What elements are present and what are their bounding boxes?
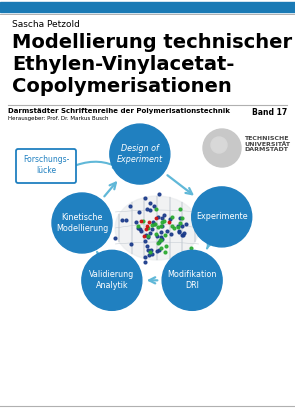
Circle shape: [203, 129, 241, 167]
Text: Ethylen-Vinylacetat-: Ethylen-Vinylacetat-: [12, 55, 234, 74]
Text: Modifikation
DRI: Modifikation DRI: [168, 270, 217, 291]
FancyBboxPatch shape: [16, 149, 76, 183]
Text: Herausgeber: Prof. Dr. Markus Busch: Herausgeber: Prof. Dr. Markus Busch: [8, 116, 109, 121]
Text: Copolymerisationen: Copolymerisationen: [12, 77, 232, 96]
Bar: [0, 2, 295, 12]
Text: TECHNISCHE
UNIVERSITÄT
DARMSTADT: TECHNISCHE UNIVERSITÄT DARMSTADT: [244, 136, 290, 152]
Text: Forschungs-
lücke: Forschungs- lücke: [23, 155, 69, 175]
Ellipse shape: [115, 196, 199, 260]
Text: Kinetische
Modellierung: Kinetische Modellierung: [56, 213, 108, 233]
Text: Modellierung technischer: Modellierung technischer: [12, 33, 292, 52]
Text: Design of
Experiment: Design of Experiment: [117, 144, 163, 164]
Text: Validierung
Analytik: Validierung Analytik: [89, 270, 135, 291]
Circle shape: [162, 250, 222, 310]
Circle shape: [52, 193, 112, 253]
Circle shape: [211, 137, 227, 153]
Circle shape: [82, 250, 142, 310]
Text: Experimente: Experimente: [196, 212, 248, 222]
Text: Band 17: Band 17: [252, 108, 287, 117]
Text: Sascha Petzold: Sascha Petzold: [12, 20, 80, 29]
Text: Darmstädter Schriftenreihe der Polymerisationstechnik: Darmstädter Schriftenreihe der Polymeris…: [8, 108, 230, 114]
Circle shape: [192, 187, 252, 247]
Circle shape: [110, 124, 170, 184]
